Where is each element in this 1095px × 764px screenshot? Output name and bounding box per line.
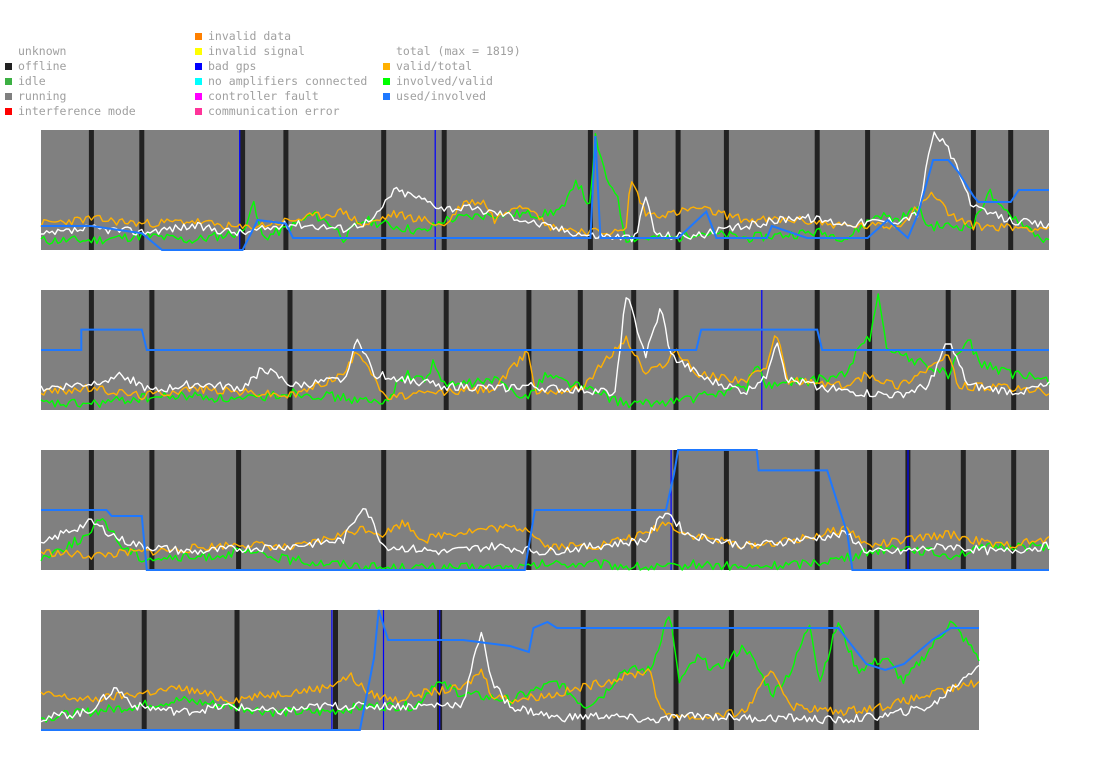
swatch (5, 108, 12, 115)
swatch (5, 63, 12, 70)
legend-label: invalid signal (208, 44, 305, 58)
series-line-involved-valid (41, 616, 980, 723)
bad-gps-line (239, 130, 241, 250)
series-line-total (41, 131, 1050, 243)
series-line-used-involved (41, 449, 1049, 571)
series-line-used-involved (41, 609, 979, 731)
offline-band (381, 450, 387, 570)
offline-band (673, 610, 679, 730)
offline-band (1008, 130, 1014, 250)
offline-band (675, 130, 681, 250)
offline-band (865, 130, 871, 250)
offline-band (960, 450, 966, 570)
offline-band (441, 130, 447, 250)
legend-label: invalid data (208, 29, 292, 43)
legend-label: interference mode (18, 104, 136, 118)
series-line-valid-total (40, 181, 1050, 237)
offline-band (723, 130, 729, 250)
bad-gps-line (907, 450, 909, 570)
swatch (383, 48, 390, 55)
offline-band (874, 610, 880, 730)
offline-band (970, 130, 976, 250)
swatch (195, 63, 202, 70)
offline-band (814, 130, 820, 250)
offline-band (828, 610, 834, 730)
swatch (195, 93, 202, 100)
legend-label: communication error (208, 104, 340, 118)
legend-label: no amplifiers connected (208, 74, 368, 88)
offline-band (333, 610, 338, 730)
legend-label: used/involved (396, 89, 487, 103)
legend-label: valid/total (396, 59, 473, 73)
offline-band (88, 130, 94, 250)
offline-band (149, 450, 155, 570)
series-line-total (40, 508, 1050, 556)
chart-panel (40, 290, 1050, 410)
legend-label: unknown (18, 44, 67, 58)
series-line-used-involved (41, 328, 1049, 351)
offline-band (673, 450, 679, 570)
offline-band (88, 290, 94, 410)
offline-band (723, 450, 729, 570)
series-line-valid-total (40, 519, 1050, 560)
bad-gps-line (331, 610, 333, 730)
offline-band (141, 610, 147, 730)
swatch (5, 93, 12, 100)
bad-gps-line (434, 130, 436, 250)
chart-panel (40, 449, 1050, 571)
legend-label: idle (18, 74, 46, 88)
panel-background (41, 130, 1049, 250)
bad-gps-line (670, 450, 672, 570)
offline-band (814, 450, 820, 570)
series-line-involved-valid (40, 132, 1050, 245)
chart-panel (40, 130, 1050, 251)
offline-band (283, 130, 289, 250)
swatch (195, 78, 202, 85)
swatch (195, 108, 202, 115)
offline-band (236, 450, 242, 570)
swatch (5, 78, 12, 85)
legend-label: total (max = 1819) (396, 44, 521, 58)
legend-label: bad gps (208, 59, 257, 73)
swatch (383, 93, 390, 100)
series-line-total (40, 631, 980, 725)
offline-band (234, 610, 240, 730)
offline-band (728, 610, 734, 730)
legend-label: running (18, 89, 67, 103)
bad-gps-line (382, 610, 385, 730)
swatch (383, 78, 390, 85)
legend-label: offline (18, 59, 67, 73)
chart-panel (40, 609, 980, 731)
series-line-valid-total (40, 668, 980, 721)
bad-gps-line (439, 610, 441, 730)
swatch (195, 33, 202, 40)
series-line-total (40, 297, 1050, 399)
offline-band (1011, 450, 1017, 570)
offline-band (580, 610, 586, 730)
legend-label: involved/valid (396, 74, 493, 88)
offline-band (867, 450, 873, 570)
offline-band (240, 130, 246, 250)
swatch (195, 48, 202, 55)
bad-gps-line (761, 290, 763, 410)
offline-band (526, 450, 532, 570)
panel-background (41, 610, 979, 730)
series-line-involved-valid (40, 293, 1050, 409)
series-line-used-involved (41, 135, 1049, 251)
offline-band (814, 290, 820, 410)
offline-band (139, 130, 145, 250)
offline-band (381, 130, 387, 250)
legend-label: controller fault (208, 89, 319, 103)
swatch (383, 63, 390, 70)
swatch (5, 48, 12, 55)
